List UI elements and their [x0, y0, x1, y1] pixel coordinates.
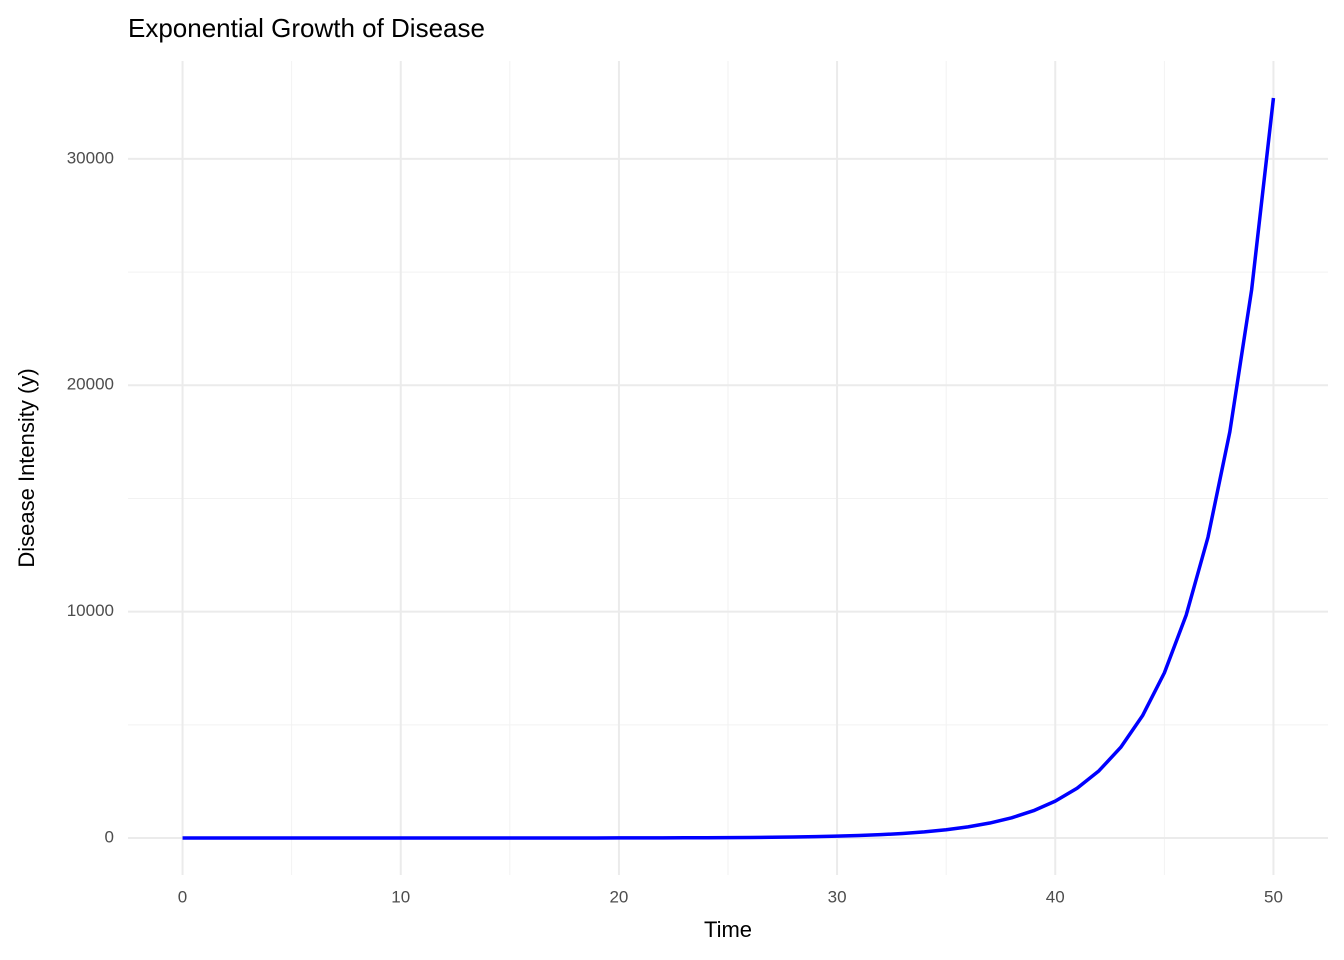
x-axis-title: Time: [704, 917, 752, 942]
x-tick-label: 20: [609, 887, 628, 906]
y-tick-label: 0: [105, 827, 114, 846]
data-line: [182, 97, 1276, 840]
x-tick-label: 50: [1264, 887, 1283, 906]
y-tick-label: 30000: [67, 148, 114, 167]
chart-title: Exponential Growth of Disease: [128, 13, 485, 43]
x-tick-label: 0: [178, 887, 187, 906]
y-axis-title: Disease Intensity (y): [14, 368, 39, 567]
y-tick-label: 20000: [67, 375, 114, 394]
x-tick-label: 40: [1046, 887, 1065, 906]
x-tick-label: 10: [391, 887, 410, 906]
y-tick-label: 10000: [67, 601, 114, 620]
x-tick-label: 30: [828, 887, 847, 906]
